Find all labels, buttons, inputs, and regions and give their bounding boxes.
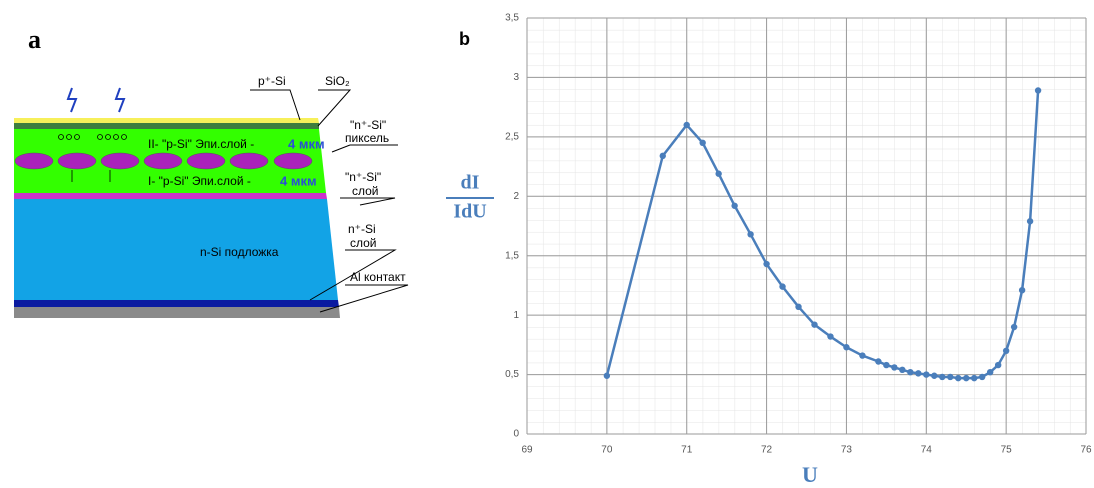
data-point (859, 352, 866, 359)
x-tick-label: 72 (761, 445, 773, 456)
data-point (891, 364, 898, 371)
label: 4 мкм (288, 136, 325, 151)
sio2-layer (14, 118, 319, 123)
data-point (699, 139, 706, 146)
x-tick-label: 69 (521, 445, 533, 456)
x-tick-label: 70 (601, 445, 613, 456)
y-tick-label: 2 (513, 191, 519, 202)
n-si-bottom (14, 300, 339, 307)
x-tick-label: 75 (1001, 445, 1013, 456)
leader (250, 89, 301, 121)
data-point (659, 152, 666, 160)
data-point (955, 374, 962, 382)
x-tick-label: 73 (841, 445, 853, 456)
data-point (947, 373, 954, 381)
leader (309, 249, 397, 301)
y-tick-label: 1 (513, 310, 519, 321)
y-tick-label: 0 (513, 429, 519, 440)
data-point (715, 170, 722, 177)
data-point (1010, 323, 1018, 331)
x-tick-label: 71 (681, 445, 693, 456)
label: 4 мкм (280, 173, 317, 188)
y-tick-label: 3,5 (505, 13, 519, 24)
label: p⁺-Si (258, 74, 286, 88)
data-point (939, 373, 946, 381)
data-point (747, 231, 754, 238)
label: n⁺-Si (348, 222, 376, 236)
data-point (1018, 286, 1026, 294)
leader (331, 144, 398, 153)
panel-label: b (459, 29, 470, 49)
y-tick-label: 3 (513, 72, 519, 83)
n-si-layer (14, 193, 327, 199)
data-point (1034, 87, 1042, 94)
leader (319, 284, 409, 313)
data-point (1026, 218, 1034, 225)
data-point (779, 283, 786, 290)
x-tick-label: 74 (921, 445, 933, 456)
x-axis-label: U (802, 462, 818, 487)
data-point (811, 321, 818, 328)
data-point (827, 333, 834, 340)
minor-grid (527, 18, 1086, 434)
data-point (963, 374, 970, 382)
label: "n⁺-Si" (350, 118, 386, 132)
y-tick-label: 0,5 (505, 369, 519, 380)
chart: b dI IdU U 0 0,5 1 1,5 2 2,5 3 3,5 69 70 71 72 73 74 7… (446, 13, 1092, 487)
data-point (843, 344, 850, 351)
leader (340, 197, 396, 206)
substrate (14, 199, 338, 300)
data-point (923, 371, 930, 378)
data-point (1002, 347, 1010, 354)
label: I- "p-Si" Эпи.слой - (148, 174, 251, 188)
data-point (603, 372, 611, 379)
panel-label: a (28, 25, 41, 54)
label: II- "p-Si" Эпи.слой - (148, 137, 254, 151)
p-si-layer (14, 123, 319, 129)
label: слой (352, 184, 379, 198)
data-point (907, 368, 914, 376)
data-point (986, 368, 994, 376)
label: Al контакт (350, 270, 406, 284)
radiation (66, 87, 126, 113)
label: пиксель (345, 131, 389, 145)
y-axis-label: dI (461, 172, 480, 194)
y-tick-label: 2,5 (505, 131, 519, 142)
data-point (994, 361, 1002, 369)
data-point (875, 358, 882, 365)
y-axis-label: IdU (453, 201, 486, 223)
y-tick-label: 1,5 (505, 250, 519, 261)
pixels (14, 152, 313, 170)
data-point (883, 361, 890, 369)
label: слой (350, 236, 377, 250)
label: "n⁺-Si" (345, 170, 381, 184)
data-point (931, 372, 938, 379)
data-point (731, 202, 738, 209)
data-point (683, 121, 690, 129)
x-tick-label: 76 (1080, 445, 1092, 456)
data-point (795, 303, 802, 311)
label: SiO₂ (325, 74, 350, 88)
data-point (915, 370, 922, 377)
leader (317, 89, 352, 127)
data-point (899, 366, 906, 374)
data-point (971, 374, 978, 382)
diagram: a p⁺-Si SiO₂ "n⁺-Si" пиксель (14, 25, 409, 318)
carriers (58, 134, 127, 182)
label: n-Si подложка (200, 245, 279, 259)
data-point (763, 260, 770, 268)
al-contact (14, 307, 340, 318)
data-point (978, 373, 986, 381)
